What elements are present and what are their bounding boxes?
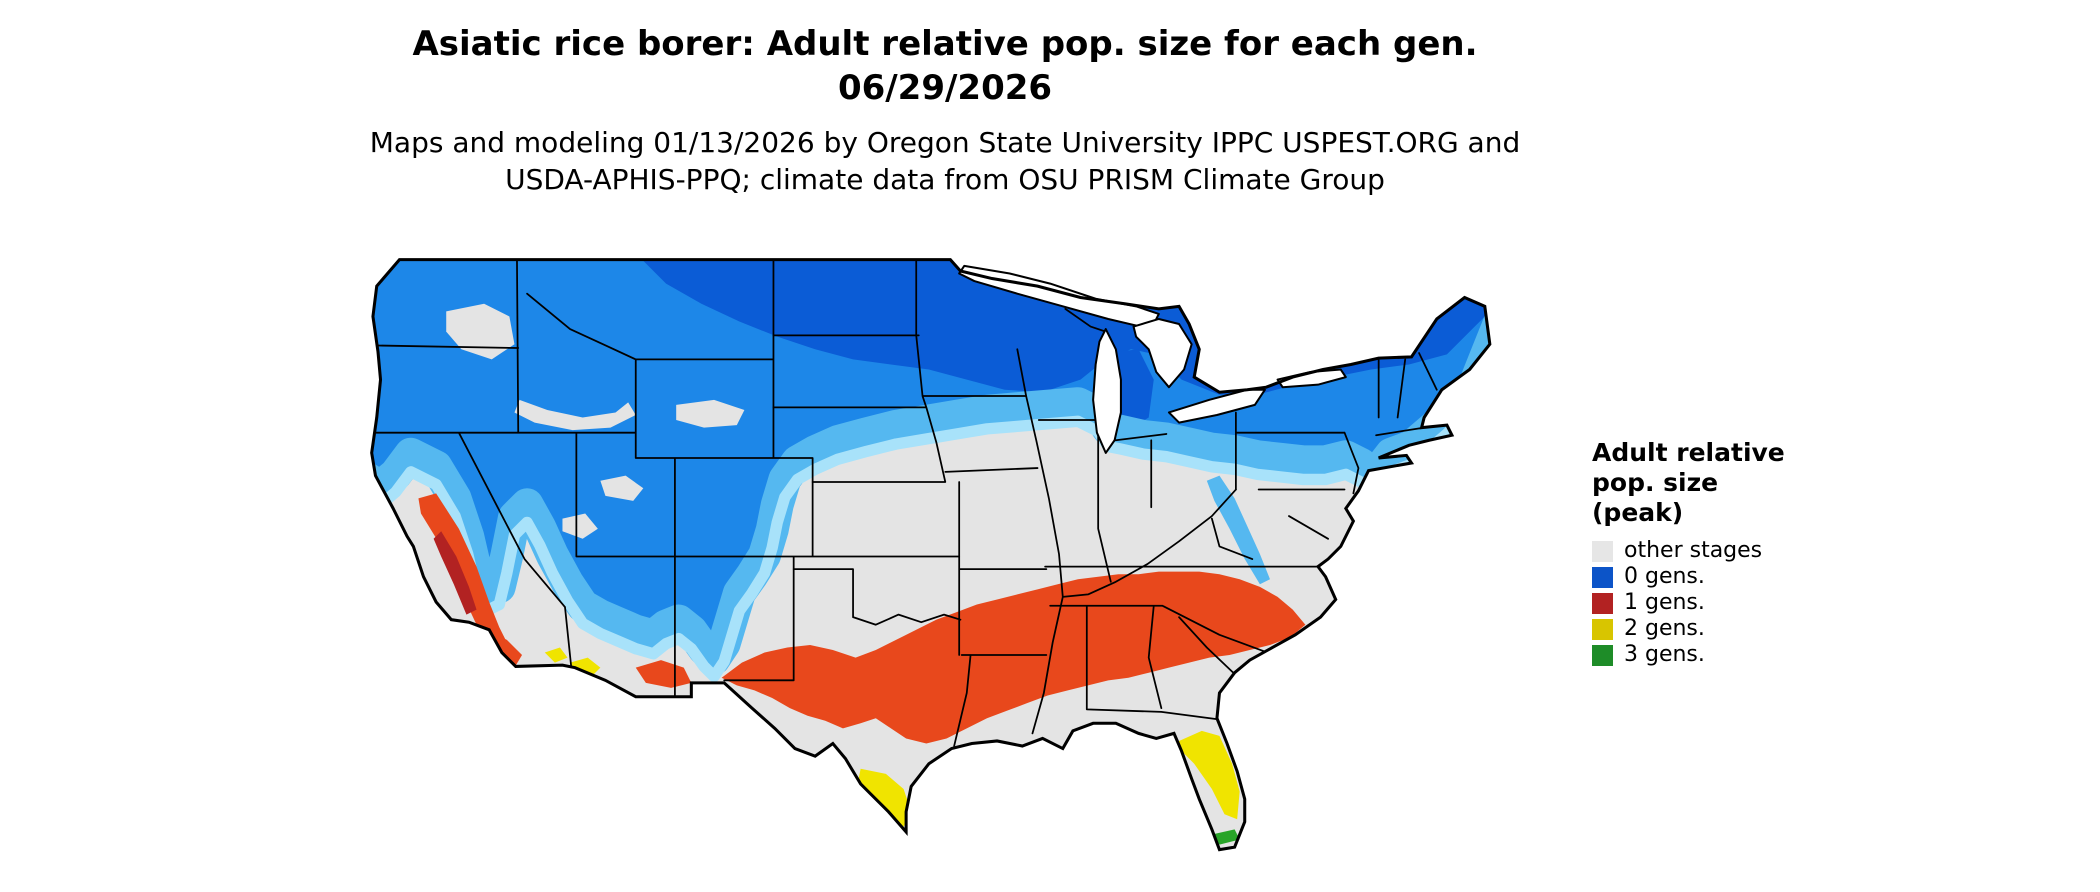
region-1gens-dark-california xyxy=(433,531,477,615)
region-3gens-florida-tip-1 xyxy=(1211,829,1240,845)
lake-huron xyxy=(1132,317,1193,389)
region-0gens-light-band xyxy=(371,259,1490,676)
state-borders-west xyxy=(373,259,961,698)
legend-title-line-2: pop. size xyxy=(1592,468,1719,497)
patch-other-columbia-basin xyxy=(446,303,515,360)
legend-swatch-1-gens xyxy=(1592,592,1613,614)
header: Asiatic rice borer: Adult relative pop. … xyxy=(0,22,1890,198)
region-3gens-florida-tip-2 xyxy=(1201,842,1216,850)
legend-swatch-other-stages xyxy=(1592,540,1613,562)
legend-swatch-3-gens xyxy=(1592,644,1613,666)
state-borders-east xyxy=(1044,352,1438,721)
region-2gens-florida xyxy=(1179,730,1240,820)
legend-title: Adult relative pop. size (peak) xyxy=(1592,438,1922,528)
legend-item: other stages xyxy=(1592,538,1922,564)
credits-line-1: Maps and modeling 01/13/2026 by Oregon S… xyxy=(369,126,1521,159)
lake-michigan xyxy=(1092,328,1122,454)
credits: Maps and modeling 01/13/2026 by Oregon S… xyxy=(0,124,1890,198)
region-0gens-appalachians xyxy=(1206,475,1270,585)
credits-line-2: USDA-APHIS-PPQ; climate data from OSU PR… xyxy=(505,163,1385,196)
legend-item: 0 gens. xyxy=(1592,564,1922,590)
legend-label: 3 gens. xyxy=(1624,642,1705,667)
legend: Adult relative pop. size (peak) other st… xyxy=(1592,438,1922,668)
legend-label: 1 gens. xyxy=(1624,590,1705,615)
region-1gens-south-band xyxy=(721,571,1306,744)
lake-erie xyxy=(1167,388,1266,424)
state-borders xyxy=(373,259,1438,747)
legend-item: 1 gens. xyxy=(1592,590,1922,616)
legend-item: 3 gens. xyxy=(1592,642,1922,668)
region-2gens-california-spot xyxy=(544,647,568,663)
region-2gens-south-texas xyxy=(858,768,912,827)
state-borders-rivers xyxy=(1016,348,1237,735)
legend-label: other stages xyxy=(1624,538,1763,563)
patch-other-great-basin-2 xyxy=(562,513,598,539)
patch-other-great-basin-1 xyxy=(600,475,644,501)
legend-label: 0 gens. xyxy=(1624,564,1705,589)
patch-other-snake-plain xyxy=(514,399,636,431)
region-0gens-pale-fringe xyxy=(371,276,1490,683)
legend-title-line-1: Adult relative xyxy=(1592,438,1785,467)
map-date: 06/29/2026 xyxy=(837,68,1053,108)
legend-label: 2 gens. xyxy=(1624,616,1705,641)
legend-swatch-2-gens xyxy=(1592,618,1613,640)
map-title: Asiatic rice borer: Adult relative pop. … xyxy=(412,24,1478,64)
legend-items: other stages 0 gens. 1 gens. 2 gens. 3 g… xyxy=(1592,538,1922,668)
legend-swatch-0-gens xyxy=(1592,566,1613,588)
legend-item: 2 gens. xyxy=(1592,616,1922,642)
patch-other-wyoming-basin xyxy=(676,399,745,428)
legend-title-line-3: (peak) xyxy=(1592,498,1684,527)
region-1gens-arizona xyxy=(635,660,692,688)
us-map xyxy=(335,228,1548,885)
state-borders-central xyxy=(772,259,1168,747)
us-map-svg xyxy=(370,258,1492,852)
